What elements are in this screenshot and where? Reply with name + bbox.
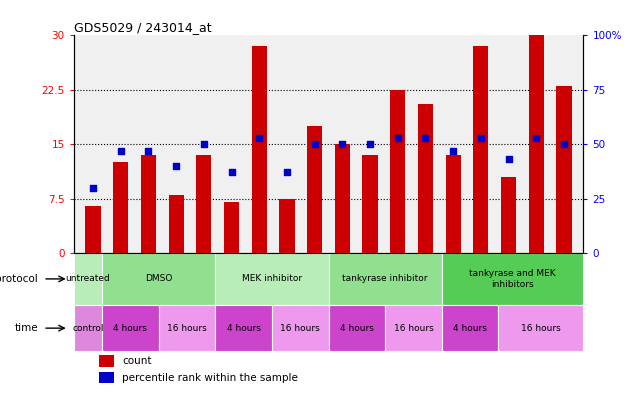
Bar: [99, 355, 115, 367]
Text: 4 hours: 4 hours: [227, 324, 260, 332]
Bar: [113, 162, 128, 253]
Text: GDS5029 / 243014_at: GDS5029 / 243014_at: [74, 21, 212, 34]
Text: 16 hours: 16 hours: [394, 324, 433, 332]
Point: [171, 163, 181, 169]
Point: [282, 169, 292, 176]
Text: untreated: untreated: [65, 274, 110, 283]
Bar: [102, 253, 215, 305]
Point: [310, 141, 320, 147]
Point: [476, 134, 486, 141]
Bar: [329, 253, 442, 305]
Text: 16 hours: 16 hours: [167, 324, 207, 332]
Bar: [272, 305, 329, 351]
Text: 4 hours: 4 hours: [113, 324, 147, 332]
Point: [503, 156, 513, 163]
Bar: [499, 305, 583, 351]
Point: [365, 141, 375, 147]
Point: [88, 185, 98, 191]
Text: tankyrase inhibitor: tankyrase inhibitor: [342, 274, 428, 283]
Bar: [215, 305, 272, 351]
Bar: [224, 202, 239, 253]
Bar: [445, 155, 461, 253]
Text: MEK inhibitor: MEK inhibitor: [242, 274, 302, 283]
Bar: [335, 144, 350, 253]
Text: tankyrase and MEK
inhibitors: tankyrase and MEK inhibitors: [469, 269, 556, 288]
Text: 4 hours: 4 hours: [453, 324, 487, 332]
Point: [254, 134, 264, 141]
Text: 16 hours: 16 hours: [280, 324, 320, 332]
Text: 16 hours: 16 hours: [521, 324, 561, 332]
Point: [531, 134, 542, 141]
Bar: [390, 90, 405, 253]
Bar: [556, 86, 572, 253]
Point: [144, 148, 154, 154]
Point: [226, 169, 237, 176]
Bar: [74, 305, 102, 351]
Bar: [159, 305, 215, 351]
Bar: [141, 155, 156, 253]
Point: [337, 141, 347, 147]
Bar: [385, 305, 442, 351]
Bar: [529, 35, 544, 253]
Bar: [215, 253, 329, 305]
Bar: [473, 46, 488, 253]
Point: [420, 134, 431, 141]
Bar: [442, 305, 499, 351]
Bar: [252, 46, 267, 253]
Point: [393, 134, 403, 141]
Bar: [418, 104, 433, 253]
Text: protocol: protocol: [0, 274, 38, 284]
Bar: [169, 195, 184, 253]
Bar: [501, 177, 516, 253]
Bar: [196, 155, 212, 253]
Bar: [362, 155, 378, 253]
Bar: [85, 206, 101, 253]
Bar: [74, 253, 102, 305]
Bar: [99, 372, 115, 384]
Bar: [329, 305, 385, 351]
Bar: [279, 198, 295, 253]
Text: control: control: [72, 324, 104, 332]
Point: [199, 141, 209, 147]
Text: count: count: [122, 356, 152, 366]
Text: DMSO: DMSO: [145, 274, 172, 283]
Bar: [307, 126, 322, 253]
Text: percentile rank within the sample: percentile rank within the sample: [122, 373, 298, 383]
Text: time: time: [14, 323, 38, 333]
Text: 4 hours: 4 hours: [340, 324, 374, 332]
Point: [448, 148, 458, 154]
Point: [115, 148, 126, 154]
Point: [559, 141, 569, 147]
Bar: [442, 253, 583, 305]
Bar: [102, 305, 159, 351]
